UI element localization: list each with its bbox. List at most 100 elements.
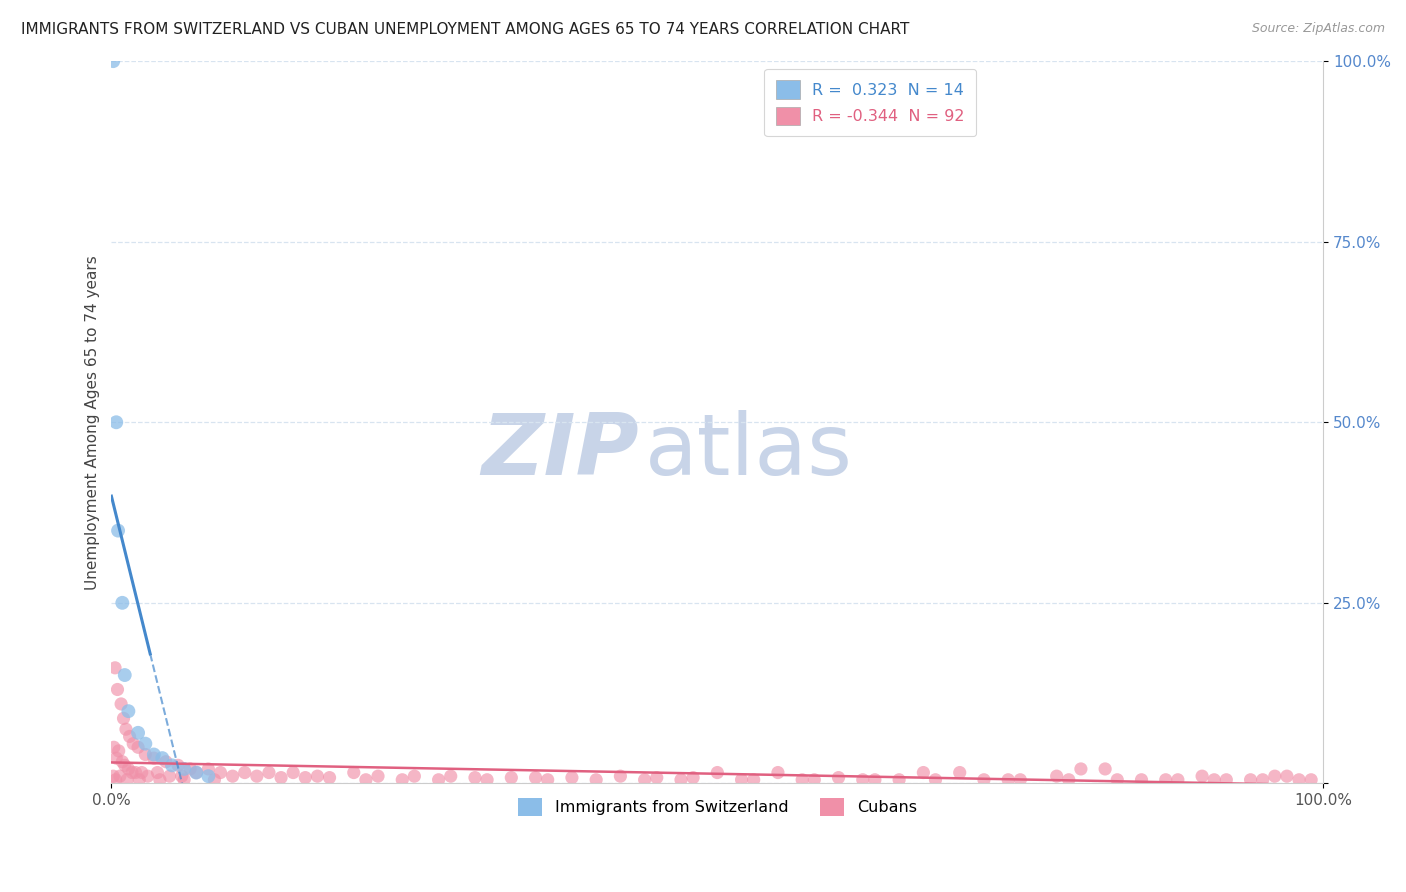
Point — [609, 769, 631, 783]
Point — [142, 751, 165, 765]
Point — [633, 772, 655, 787]
Point — [475, 772, 498, 787]
Point — [742, 772, 765, 787]
Point — [117, 704, 139, 718]
Point — [912, 765, 935, 780]
Point — [107, 524, 129, 538]
Point — [257, 765, 280, 780]
Point — [973, 772, 995, 787]
Point — [115, 723, 138, 737]
Point — [131, 765, 153, 780]
Point — [1094, 762, 1116, 776]
Point — [270, 771, 292, 785]
Point — [246, 769, 269, 783]
Point — [924, 772, 946, 787]
Point — [186, 765, 208, 780]
Point — [863, 772, 886, 787]
Point — [110, 697, 132, 711]
Point — [1264, 769, 1286, 783]
Point — [1167, 772, 1189, 787]
Point — [136, 769, 159, 783]
Point — [537, 772, 560, 787]
Point — [294, 771, 316, 785]
Point — [1191, 769, 1213, 783]
Point — [160, 758, 183, 772]
Point — [204, 772, 226, 787]
Point — [173, 762, 195, 776]
Point — [179, 762, 201, 776]
Point — [104, 661, 127, 675]
Point — [949, 765, 972, 780]
Point — [766, 765, 789, 780]
Point — [197, 762, 219, 776]
Point — [1215, 772, 1237, 787]
Point — [221, 769, 243, 783]
Point — [283, 765, 305, 780]
Point — [115, 772, 138, 787]
Point — [233, 765, 256, 780]
Point — [682, 771, 704, 785]
Point — [114, 668, 136, 682]
Point — [1154, 772, 1177, 787]
Point — [1288, 772, 1310, 787]
Point — [887, 772, 910, 787]
Point — [127, 726, 149, 740]
Point — [318, 771, 340, 785]
Point — [124, 765, 146, 780]
Point — [440, 769, 463, 783]
Point — [1057, 772, 1080, 787]
Point — [391, 772, 413, 787]
Point — [149, 772, 172, 787]
Point — [103, 54, 125, 69]
Point — [134, 747, 156, 762]
Point — [105, 751, 128, 765]
Point — [1301, 772, 1323, 787]
Point — [117, 762, 139, 776]
Point — [1130, 772, 1153, 787]
Point — [343, 765, 366, 780]
Point — [852, 772, 875, 787]
Point — [561, 771, 583, 785]
Point — [645, 771, 668, 785]
Text: IMMIGRANTS FROM SWITZERLAND VS CUBAN UNEMPLOYMENT AMONG AGES 65 TO 74 YEARS CORR: IMMIGRANTS FROM SWITZERLAND VS CUBAN UNE… — [21, 22, 910, 37]
Point — [803, 772, 825, 787]
Point — [1239, 772, 1261, 787]
Point — [167, 758, 190, 772]
Legend: Immigrants from Switzerland, Cubans: Immigrants from Switzerland, Cubans — [508, 789, 927, 826]
Point — [404, 769, 426, 783]
Point — [150, 751, 173, 765]
Point — [114, 758, 136, 772]
Point — [997, 772, 1019, 787]
Point — [706, 765, 728, 780]
Point — [730, 772, 752, 787]
Point — [669, 772, 692, 787]
Point — [118, 730, 141, 744]
Point — [111, 755, 134, 769]
Point — [127, 740, 149, 755]
Point — [107, 744, 129, 758]
Point — [792, 772, 814, 787]
Y-axis label: Unemployment Among Ages 65 to 74 years: Unemployment Among Ages 65 to 74 years — [86, 255, 100, 590]
Point — [827, 771, 849, 785]
Point — [1251, 772, 1274, 787]
Point — [146, 765, 169, 780]
Point — [111, 596, 134, 610]
Point — [1010, 772, 1032, 787]
Point — [159, 769, 181, 783]
Point — [108, 769, 131, 783]
Point — [354, 772, 377, 787]
Point — [464, 771, 486, 785]
Point — [104, 772, 127, 787]
Point — [103, 769, 125, 783]
Text: ZIP: ZIP — [481, 409, 638, 492]
Point — [501, 771, 523, 785]
Point — [155, 755, 177, 769]
Point — [121, 765, 143, 780]
Text: atlas: atlas — [644, 409, 852, 492]
Point — [427, 772, 450, 787]
Point — [122, 737, 145, 751]
Point — [103, 740, 125, 755]
Point — [170, 769, 193, 783]
Point — [1046, 769, 1069, 783]
Point — [209, 765, 232, 780]
